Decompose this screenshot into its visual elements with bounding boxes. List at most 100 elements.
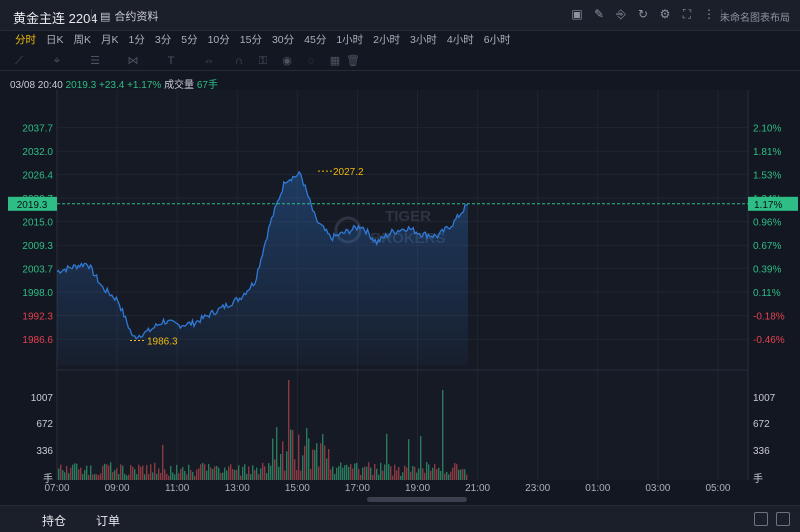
volume-bar <box>286 451 288 480</box>
volume-bar <box>238 465 240 480</box>
interval-4[interactable]: 1分 <box>128 34 145 46</box>
interval-11[interactable]: 1小时 <box>336 34 364 46</box>
volume-bar <box>146 465 148 480</box>
volume-bar <box>172 472 174 480</box>
volume-bar <box>84 470 86 480</box>
tab-orders[interactable]: 订单 <box>96 514 121 528</box>
volume-bar <box>354 463 356 480</box>
volume-bar <box>226 470 228 480</box>
interval-15[interactable]: 6小时 <box>483 34 511 46</box>
volume-bar <box>328 449 330 480</box>
volume-bar <box>304 445 306 480</box>
interval-10[interactable]: 45分 <box>304 34 327 46</box>
volume-bar <box>76 463 78 480</box>
text-tool-icon[interactable]: T <box>167 55 175 67</box>
volume-bar <box>58 468 60 480</box>
line-tool-icon[interactable]: ⟋ <box>15 55 23 67</box>
maximize-icon[interactable] <box>776 512 790 526</box>
interval-0[interactable]: 分时 <box>15 34 36 46</box>
layout-name[interactable]: 未命名图表布局 <box>720 13 790 24</box>
volume-bar <box>140 466 142 480</box>
volume-bar <box>368 462 370 480</box>
pattern-tool-icon[interactable]: ⋈ <box>127 55 139 67</box>
volume-bar <box>466 474 468 480</box>
volume-bar <box>388 464 390 480</box>
interval-12[interactable]: 2小时 <box>373 34 401 46</box>
time-tick-label: 01:00 <box>585 483 610 494</box>
volume-bar <box>144 474 146 480</box>
volume-bar <box>380 462 382 480</box>
volume-bar <box>344 465 346 480</box>
lock-icon[interactable]: ⚿ <box>258 55 268 67</box>
volume-bar <box>316 443 318 480</box>
interval-3[interactable]: 月K <box>101 34 119 46</box>
time-scroll-handle[interactable] <box>367 497 467 502</box>
volume-bar <box>210 467 212 480</box>
volume-tick-right: 手 <box>753 472 763 485</box>
interval-6[interactable]: 5分 <box>181 34 198 46</box>
contract-info-button[interactable]: ▤ 合约资料 <box>100 8 158 24</box>
volume-bar <box>442 390 444 480</box>
volume-bar <box>360 474 362 480</box>
restore-icon[interactable] <box>754 512 768 526</box>
volume-bar <box>208 463 210 480</box>
volume-bar <box>434 463 436 480</box>
eye-icon[interactable]: ◉ <box>282 55 292 67</box>
magnet-icon[interactable]: ∩ <box>235 55 243 67</box>
visibility-icon[interactable]: ◌ <box>307 55 315 67</box>
more-icon[interactable]: ⋮ <box>703 7 715 21</box>
volume-bar <box>166 473 168 480</box>
volume-bar <box>324 445 326 480</box>
pct-tick-label: 2.10% <box>753 124 781 135</box>
interval-14[interactable]: 4小时 <box>446 34 474 46</box>
volume-bar <box>268 463 270 480</box>
volume-bar <box>182 466 184 480</box>
screenshot-icon[interactable]: ▣ <box>571 7 583 21</box>
interval-9[interactable]: 30分 <box>271 34 295 46</box>
interval-5[interactable]: 3分 <box>154 34 172 46</box>
volume-bar <box>266 473 268 480</box>
price-info-line: 03/08 20:40 2019.3 +23.4 +1.17% 成交量 67手 <box>10 76 218 91</box>
volume-bar <box>116 468 118 480</box>
compare-icon[interactable]: ⎆ <box>616 7 626 21</box>
price-tick-label: 2003.7 <box>22 264 53 275</box>
interval-7[interactable]: 10分 <box>207 34 230 46</box>
volume-bar <box>428 464 430 480</box>
volume-bar <box>450 471 452 480</box>
volume-bar <box>338 466 340 480</box>
volume-bar <box>248 466 250 480</box>
volume-bar <box>370 467 372 480</box>
volume-bar <box>416 472 418 480</box>
volume-bar <box>422 468 424 480</box>
volume-bar <box>156 473 158 480</box>
fullscreen-icon[interactable]: ⛶ <box>682 7 692 21</box>
volume-bar <box>82 474 84 480</box>
volume-bar <box>284 470 286 480</box>
measure-tool-icon[interactable]: ⇔ <box>203 55 215 67</box>
volume-bar <box>72 464 74 480</box>
layers-icon[interactable]: ▦ <box>329 55 341 67</box>
time-tick-label: 17:00 <box>345 483 370 494</box>
draw-icon[interactable]: ✎ <box>593 7 605 21</box>
toolbar-icons: ▣ ✎ ⎆ ↻ ⚙ ⛶ ⋮ <box>570 7 716 21</box>
settings-icon[interactable]: ⚙ <box>659 7 671 21</box>
interval-8[interactable]: 15分 <box>239 34 262 46</box>
trash-icon[interactable]: 🗑 <box>346 55 360 67</box>
volume-bar <box>94 473 96 480</box>
interval-13[interactable]: 3小时 <box>410 34 437 46</box>
crosshair-tool-icon[interactable]: ⌖ <box>53 55 61 67</box>
volume-bar <box>318 466 320 480</box>
time-tick-label: 05:00 <box>705 483 730 494</box>
fib-tool-icon[interactable]: ☰ <box>90 55 100 67</box>
volume-tick-right: 336 <box>753 446 770 457</box>
instrument-title[interactable]: 黄金主连 2204 <box>13 11 98 26</box>
intraday-chart[interactable]: 2037.72.10%2032.01.81%2026.41.53%2020.71… <box>0 90 800 495</box>
volume-bar <box>334 474 336 480</box>
interval-2[interactable]: 周K <box>73 34 92 46</box>
low-label: 1986.3 <box>147 336 178 347</box>
refresh-icon[interactable]: ↻ <box>637 7 649 21</box>
price-tick-label: 1992.3 <box>22 312 53 323</box>
volume-tick-left: 672 <box>36 419 53 430</box>
tab-positions[interactable]: 持仓 <box>42 514 67 528</box>
interval-1[interactable]: 日K <box>46 34 64 46</box>
